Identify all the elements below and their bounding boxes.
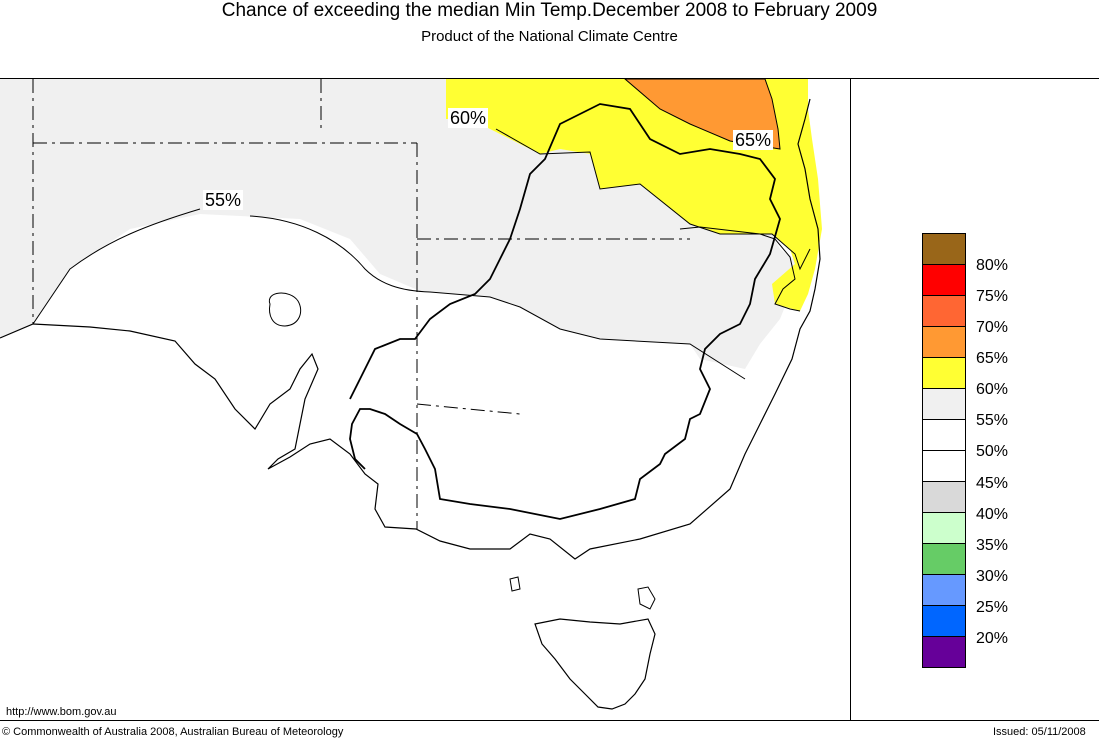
legend-label: 80% <box>976 257 1009 274</box>
legend-label: 30% <box>976 568 1009 585</box>
source-url[interactable]: http://www.bom.gov.au <box>6 706 117 718</box>
contour-55-east <box>679 226 801 312</box>
legend-label: 40% <box>976 506 1009 523</box>
legend-divider <box>850 79 851 720</box>
legend-swatch <box>922 605 966 637</box>
contour-label-60: 60% <box>448 108 489 128</box>
legend-label: 55% <box>976 412 1009 429</box>
legend-label: 20% <box>976 630 1009 647</box>
legend-label: 35% <box>976 537 1009 554</box>
legend-swatch <box>922 574 966 606</box>
legend-swatch <box>922 264 966 296</box>
contour-label-65: 65% <box>733 130 774 150</box>
tasmania <box>534 618 656 710</box>
legend-label: 25% <box>976 599 1009 616</box>
contour-60 <box>495 128 811 271</box>
contour-55 <box>32 208 746 380</box>
island-flinders <box>637 586 656 610</box>
legend-swatch <box>922 388 966 420</box>
map-frame <box>0 78 1099 721</box>
legend-label: 50% <box>976 443 1009 460</box>
map-subtitle: Product of the National Climate Centre <box>421 28 678 45</box>
legend-label: 75% <box>976 288 1009 305</box>
legend-swatch <box>922 357 966 389</box>
legend-swatch <box>922 326 966 358</box>
map-title: Chance of exceeding the median Min Temp.… <box>221 0 878 21</box>
legend-swatch <box>922 419 966 451</box>
copyright-notice: © Commonwealth of Australia 2008, Austra… <box>2 726 344 738</box>
legend-label: 45% <box>976 475 1009 492</box>
legend-swatch <box>922 450 966 482</box>
region-55-60-west <box>0 79 800 369</box>
probability-map <box>0 79 822 710</box>
contour-label-55: 55% <box>203 190 244 210</box>
legend-swatch <box>922 543 966 575</box>
legend-label: 65% <box>976 350 1009 367</box>
coastline <box>0 98 821 560</box>
legend-swatch <box>922 481 966 513</box>
island-king <box>509 576 521 592</box>
legend-label: 70% <box>976 319 1009 336</box>
issued-date: Issued: 05/11/2008 <box>993 726 1086 738</box>
legend-swatch <box>922 233 966 265</box>
region-50-55-lobe <box>268 292 302 327</box>
legend-swatch <box>922 295 966 327</box>
legend-swatch <box>922 512 966 544</box>
legend-swatch <box>922 636 966 668</box>
murray-border <box>349 103 781 520</box>
legend-label: 60% <box>976 381 1009 398</box>
